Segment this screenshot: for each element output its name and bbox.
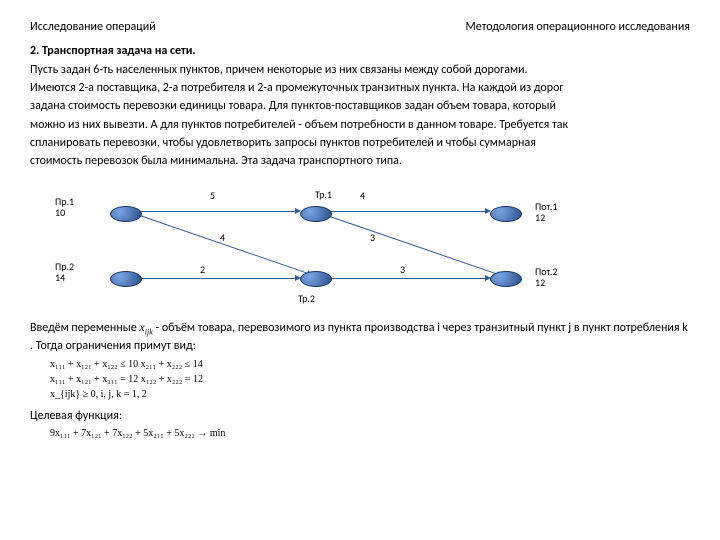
para-1: Имеются 2-а поставщика, 2-а потребителя …	[30, 80, 690, 96]
para-5: стоимость перевозок была минимальна. Эта…	[30, 153, 690, 169]
network-diagram: 5 4 2 4 3 3 Пр.110 Пр.214 Тр.1 Тр.2 Пот.112 Пот.212	[40, 181, 600, 311]
para-4: спланировать перевозки, чтобы удовлетвор…	[30, 135, 690, 151]
node-label: Пот.212	[535, 266, 557, 288]
constraint-2: x_{ijk} ≥ 0, i, j, k = 1, 2	[50, 389, 690, 400]
intro-vars: Введём переменные xijk - объём товара, п…	[30, 319, 690, 354]
edge	[330, 216, 501, 276]
var-symbol: xijk	[139, 320, 152, 334]
edge	[330, 211, 488, 212]
edge	[330, 278, 488, 279]
node-p2	[110, 271, 142, 287]
node-label: Пр.110	[55, 196, 74, 218]
edge-label: 4	[220, 231, 225, 244]
node-label: Тр.1	[315, 189, 332, 200]
edge-label: 2	[200, 263, 205, 276]
edge-label: 4	[360, 189, 365, 202]
objective-formula: 9x₁₁₁ + 7x₁₂₁ + 7x₁₂₂ + 5x₂₁₁ + 5x₂₂₂ → …	[50, 428, 690, 439]
constraint-1: x₁₁₁ + x₁₂₁ + x₂₁₁ = 12 x₁₂₂ + x₂₂₂ = 12	[50, 374, 690, 385]
node-label: Тр.2	[298, 293, 315, 304]
edge-label: 3	[370, 231, 375, 244]
node-t2	[300, 271, 332, 287]
para-3: можно из них вывезти. А для пунктов потр…	[30, 117, 690, 133]
node-c2	[490, 271, 522, 287]
edge-label: 3	[400, 263, 405, 276]
header-right: Методология операционного исследования	[466, 20, 690, 34]
objective-label: Целевая функция:	[30, 408, 690, 424]
section-title: 2. Транспортная задача на сети.	[30, 44, 690, 58]
node-c1	[490, 206, 522, 222]
para-2: задана стоимость перевозки единицы товар…	[30, 98, 690, 114]
node-label: Пот.112	[535, 201, 557, 223]
edge	[140, 278, 298, 279]
edge	[140, 215, 311, 275]
node-p1	[110, 206, 142, 222]
para-0: Пусть задан 6-ть населенных пунктов, при…	[30, 62, 690, 78]
edge	[140, 211, 298, 212]
edge-label: 5	[210, 189, 215, 202]
node-label: Пр.214	[55, 261, 74, 283]
constraint-0: x₁₁₁ + x₁₂₁ + x₁₂₂ ≤ 10 x₂₁₁ + x₂₂₂ ≤ 14	[50, 359, 690, 370]
node-t1	[300, 206, 332, 222]
header-left: Исследование операций	[30, 20, 156, 34]
intro-pre: Введём переменные	[30, 321, 139, 335]
